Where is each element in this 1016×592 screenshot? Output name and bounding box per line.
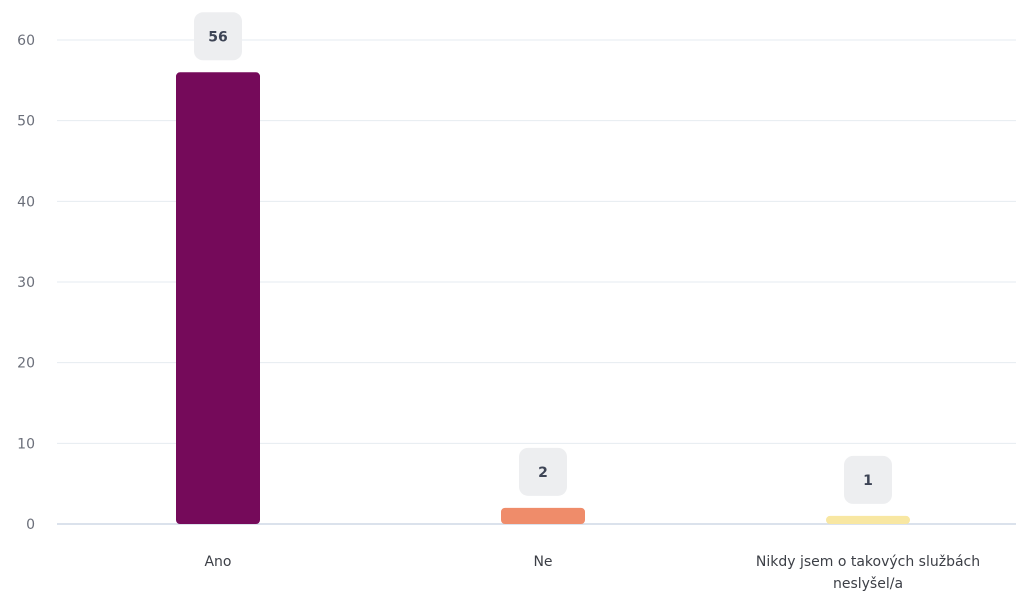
- y-tick-label: 20: [17, 356, 35, 372]
- data-label: 1: [863, 473, 873, 489]
- y-tick-label: 50: [17, 114, 35, 130]
- y-tick-label: 40: [17, 194, 35, 210]
- bar: [501, 507, 585, 524]
- data-label: 2: [538, 465, 548, 481]
- bar: [826, 515, 910, 524]
- y-tick-label: 0: [26, 517, 35, 533]
- data-label-badge: [194, 12, 242, 61]
- x-tick-label: Ano: [204, 554, 231, 570]
- data-label-badge: [844, 455, 892, 504]
- data-label: 56: [208, 29, 227, 45]
- x-tick-label: neslyšel/a: [833, 576, 903, 592]
- y-tick-label: 60: [17, 33, 35, 49]
- bar: [176, 72, 260, 525]
- y-tick-label: 10: [17, 436, 35, 452]
- x-tick-label: Nikdy jsem o takových službách: [756, 554, 980, 570]
- data-label-badge: [519, 447, 567, 496]
- x-tick-label: Ne: [533, 554, 552, 570]
- y-tick-label: 30: [17, 275, 35, 291]
